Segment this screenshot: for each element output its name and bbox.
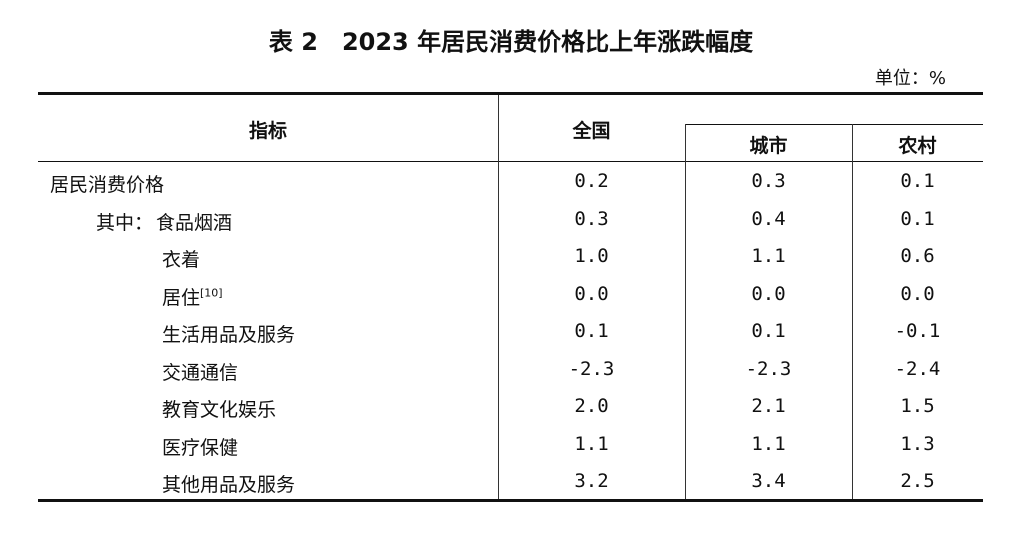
header-national: 全国 <box>572 120 611 142</box>
header-rural: 农村 <box>898 135 937 157</box>
table-title: 表 2 2023 年居民消费价格比上年涨跌幅度 <box>268 28 754 56</box>
value-national: 0.3 <box>574 207 609 230</box>
header-indicator: 指标 <box>248 120 287 142</box>
row-label: 生活用品及服务 <box>162 320 295 347</box>
value-rural: 1.3 <box>900 432 935 455</box>
value-national: 3.2 <box>574 470 609 492</box>
value-national: 1.0 <box>574 245 609 267</box>
row-label-text: 衣着 <box>162 249 201 271</box>
value-urban: -2.3 <box>745 357 792 380</box>
value-urban: 0.4 <box>751 207 786 230</box>
row-label: 医疗保健 <box>162 433 238 460</box>
column-divider <box>498 95 499 499</box>
header-urban: 城市 <box>749 135 788 157</box>
value-urban: 0.1 <box>751 320 786 342</box>
value-urban: 0.3 <box>751 170 786 192</box>
value-national: 0.0 <box>574 282 609 305</box>
header-rule <box>38 161 983 162</box>
value-rural: 0.1 <box>900 170 935 192</box>
value-rural: 0.6 <box>900 245 935 267</box>
column-divider <box>685 124 686 499</box>
value-rural: 0.0 <box>900 282 935 305</box>
value-urban: 1.1 <box>751 245 786 267</box>
value-urban: 2.1 <box>751 395 786 417</box>
value-national: 2.0 <box>574 395 609 417</box>
row-prefix: 其中： <box>96 211 154 234</box>
value-rural: -2.4 <box>894 357 941 380</box>
row-label-text: 居住 <box>162 286 201 309</box>
row-label: 交通通信 <box>162 358 238 385</box>
bottom-rule <box>38 499 983 502</box>
row-label-text: 交通通信 <box>162 361 239 384</box>
table-row: 其他用品及服务 3.2 3.4 2.5 <box>38 462 983 500</box>
table-row: 教育文化娱乐 2.0 2.1 1.5 <box>38 387 983 425</box>
subheader-rule <box>685 124 983 125</box>
row-label: 居民消费价格 <box>50 170 164 197</box>
table-row: 居住[10] 0.0 0.0 0.0 <box>38 275 983 313</box>
table-row: 衣着 1.0 1.1 0.6 <box>38 237 983 275</box>
value-urban: 3.4 <box>751 470 786 492</box>
row-label-text: 医疗保健 <box>162 436 239 459</box>
value-national: 0.1 <box>574 320 609 342</box>
row-label: 其他用品及服务 <box>162 470 295 497</box>
footnote-ref: [10] <box>200 286 223 300</box>
value-national: 0.2 <box>574 170 609 192</box>
row-label: 食品烟酒 <box>156 208 232 235</box>
row-label-text: 生活用品及服务 <box>162 324 296 346</box>
value-urban: 0.0 <box>751 282 786 305</box>
table-row: 生活用品及服务 0.1 0.1 -0.1 <box>38 312 983 350</box>
table-row: 其中： 食品烟酒 0.3 0.4 0.1 <box>38 200 983 238</box>
value-national: -2.3 <box>568 357 615 380</box>
row-label: 衣着 <box>162 245 200 272</box>
table-row: 居民消费价格 0.2 0.3 0.1 <box>38 162 983 200</box>
value-rural: 2.5 <box>900 470 935 492</box>
top-rule <box>38 92 983 95</box>
value-rural: 0.1 <box>900 207 935 230</box>
table-row: 交通通信 -2.3 -2.3 -2.4 <box>38 350 983 388</box>
row-label-text: 居民消费价格 <box>50 174 165 196</box>
value-rural: 1.5 <box>900 395 935 417</box>
row-label-text: 教育文化娱乐 <box>162 399 277 421</box>
row-label-text: 食品烟酒 <box>156 211 233 234</box>
row-label: 居住[10] <box>162 283 223 310</box>
unit-label: 单位：% <box>874 68 946 89</box>
row-label: 教育文化娱乐 <box>162 395 276 422</box>
table-row: 医疗保健 1.1 1.1 1.3 <box>38 425 983 463</box>
value-national: 1.1 <box>574 432 609 455</box>
value-rural: -0.1 <box>894 320 941 342</box>
row-label-text: 其他用品及服务 <box>162 474 296 496</box>
column-divider <box>852 124 853 499</box>
value-urban: 1.1 <box>751 432 786 455</box>
